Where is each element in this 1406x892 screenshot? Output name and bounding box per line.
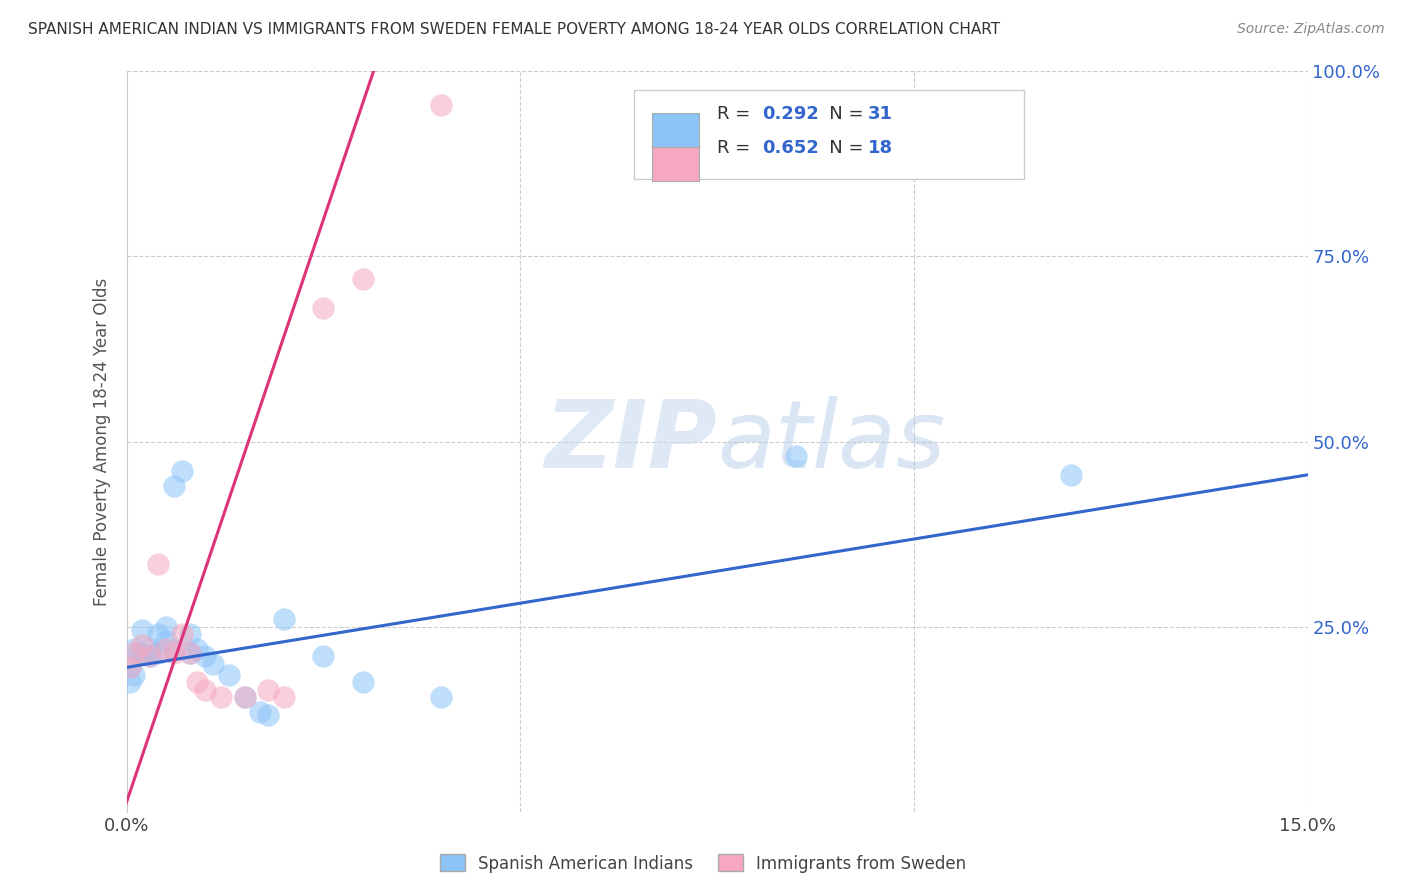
Point: [202, 657, 225, 671]
Text: 18: 18: [869, 138, 893, 157]
Point: [146, 646, 169, 660]
Point: [179, 627, 201, 641]
Point: [163, 646, 186, 660]
Text: 31: 31: [869, 105, 893, 123]
Point: [233, 690, 256, 704]
Point: [155, 619, 177, 633]
Point: [257, 682, 280, 697]
Point: [124, 667, 146, 681]
Legend: Spanish American Indians, Immigrants from Sweden: Spanish American Indians, Immigrants fro…: [433, 847, 973, 880]
Text: atlas: atlas: [717, 396, 945, 487]
Point: [1060, 467, 1083, 482]
Text: 0.652: 0.652: [762, 138, 818, 157]
Point: [186, 675, 208, 690]
Text: SPANISH AMERICAN INDIAN VS IMMIGRANTS FROM SWEDEN FEMALE POVERTY AMONG 18-24 YEA: SPANISH AMERICAN INDIAN VS IMMIGRANTS FR…: [28, 22, 1000, 37]
Point: [124, 641, 146, 656]
Text: N =: N =: [811, 138, 869, 157]
Text: R =: R =: [717, 105, 756, 123]
Point: [146, 627, 169, 641]
Point: [249, 705, 271, 719]
Point: [179, 646, 201, 660]
Point: [155, 641, 177, 656]
Point: [273, 690, 295, 704]
Point: [257, 708, 280, 723]
Point: [218, 667, 240, 681]
Point: [139, 641, 162, 656]
Text: N =: N =: [811, 105, 869, 123]
Point: [124, 646, 146, 660]
Point: [352, 675, 374, 690]
Point: [120, 660, 142, 674]
Point: [785, 450, 807, 464]
Point: [131, 624, 153, 638]
Point: [131, 646, 153, 660]
Point: [194, 649, 217, 664]
Point: [163, 641, 186, 656]
Point: [233, 690, 256, 704]
Point: [163, 479, 186, 493]
Text: 0.292: 0.292: [762, 105, 818, 123]
FancyBboxPatch shape: [634, 90, 1024, 178]
Point: [155, 634, 177, 648]
Text: ZIP: ZIP: [544, 395, 717, 488]
Point: [352, 271, 374, 285]
Text: Source: ZipAtlas.com: Source: ZipAtlas.com: [1237, 22, 1385, 37]
FancyBboxPatch shape: [652, 146, 699, 181]
Text: R =: R =: [717, 138, 756, 157]
FancyBboxPatch shape: [652, 113, 699, 148]
Point: [312, 649, 335, 664]
Point: [186, 641, 208, 656]
Y-axis label: Female Poverty Among 18-24 Year Olds: Female Poverty Among 18-24 Year Olds: [93, 277, 111, 606]
Point: [430, 97, 453, 112]
Point: [312, 301, 335, 316]
Point: [127, 646, 149, 660]
Point: [131, 638, 153, 652]
Point: [120, 675, 142, 690]
Point: [209, 690, 232, 704]
Point: [139, 649, 162, 664]
Point: [139, 649, 162, 664]
Point: [170, 627, 193, 641]
Point: [430, 690, 453, 704]
Point: [273, 612, 295, 626]
Point: [194, 682, 217, 697]
Point: [179, 646, 201, 660]
Point: [170, 464, 193, 478]
Point: [120, 660, 142, 674]
Point: [146, 557, 169, 571]
